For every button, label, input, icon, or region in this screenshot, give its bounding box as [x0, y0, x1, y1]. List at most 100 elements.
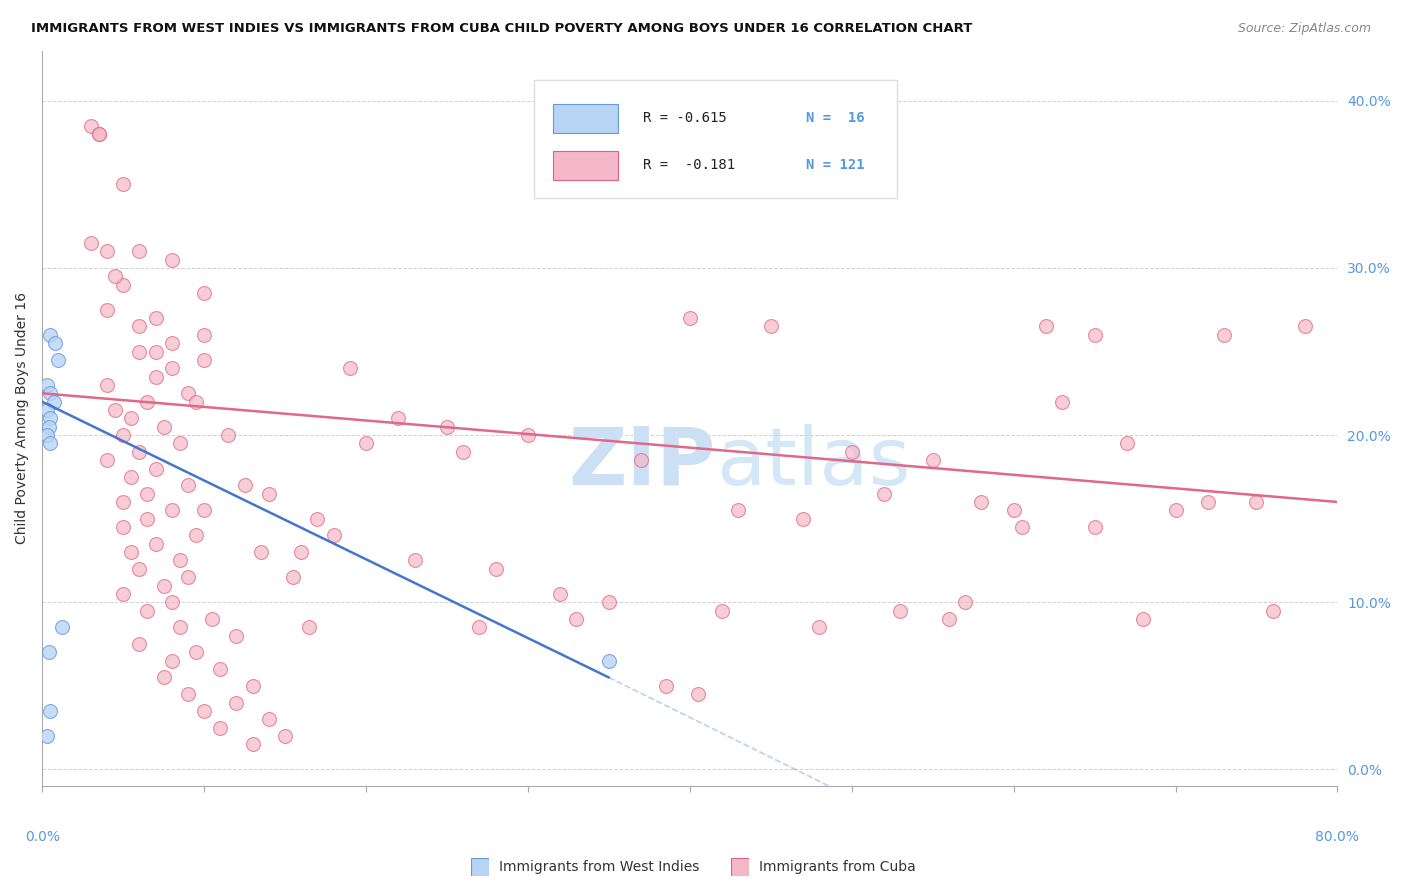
Point [686, 687, 709, 701]
Text: ZIP: ZIP [568, 424, 716, 501]
Text: 0.0%: 0.0% [25, 830, 59, 844]
Point [160, 336, 183, 351]
Point [39, 386, 62, 401]
Point [322, 528, 344, 542]
Point [128, 319, 150, 334]
Text: 80.0%: 80.0% [1316, 830, 1360, 844]
Point [39, 436, 62, 450]
Point [233, 478, 256, 492]
Point [152, 578, 174, 592]
Point [96, 378, 118, 392]
Point [1213, 327, 1236, 342]
Point [889, 604, 911, 618]
Point [921, 453, 943, 467]
Point [193, 286, 215, 301]
Y-axis label: Child Poverty Among Boys Under 16: Child Poverty Among Boys Under 16 [15, 293, 30, 544]
Point [128, 344, 150, 359]
Point [145, 537, 167, 551]
Point [565, 612, 588, 626]
Point [516, 428, 538, 442]
Point [654, 679, 676, 693]
Point [184, 645, 207, 659]
Point [841, 445, 863, 459]
Text: IMMIGRANTS FROM WEST INDIES VS IMMIGRANTS FROM CUBA CHILD POVERTY AMONG BOYS UND: IMMIGRANTS FROM WEST INDIES VS IMMIGRANT… [31, 22, 973, 36]
Point [120, 545, 142, 559]
Point [436, 419, 458, 434]
Text: Source: ZipAtlas.com: Source: ZipAtlas.com [1237, 22, 1371, 36]
Point [1083, 327, 1105, 342]
Point [128, 244, 150, 259]
Point [1164, 503, 1187, 517]
Point [112, 178, 135, 192]
Point [339, 361, 361, 376]
Point [711, 604, 734, 618]
Point [630, 453, 652, 467]
Point [242, 737, 264, 751]
Point [387, 411, 409, 425]
Point [873, 486, 896, 500]
Point [128, 637, 150, 651]
Point [1197, 495, 1219, 509]
Point [177, 687, 200, 701]
Point [1002, 503, 1025, 517]
Point [112, 495, 135, 509]
Point [160, 252, 183, 267]
Point [44, 336, 66, 351]
Point [169, 553, 191, 567]
Text: atlas: atlas [716, 424, 910, 501]
Point [136, 486, 159, 500]
Point [938, 612, 960, 626]
Point [193, 704, 215, 718]
Point [112, 277, 135, 292]
Point [354, 436, 377, 450]
Point [792, 511, 814, 525]
Point [548, 587, 571, 601]
Point [808, 620, 831, 634]
Point [468, 620, 491, 634]
Point [201, 612, 224, 626]
Point [184, 394, 207, 409]
Point [38, 419, 60, 434]
Point [177, 386, 200, 401]
Point [225, 629, 247, 643]
Point [51, 620, 73, 634]
Point [145, 344, 167, 359]
Point [136, 511, 159, 525]
Point [39, 327, 62, 342]
Point [1083, 520, 1105, 534]
Point [96, 302, 118, 317]
Point [298, 620, 321, 634]
Point [727, 503, 749, 517]
Point [35, 378, 58, 392]
Point [104, 403, 127, 417]
Point [39, 704, 62, 718]
Point [96, 453, 118, 467]
Point [1246, 495, 1268, 509]
Point [136, 394, 159, 409]
Point [48, 352, 70, 367]
Point [484, 562, 506, 576]
Point [112, 587, 135, 601]
Point [35, 403, 58, 417]
Point [177, 478, 200, 492]
Point [160, 361, 183, 376]
Point [104, 269, 127, 284]
Point [1294, 319, 1316, 334]
Point [35, 428, 58, 442]
Point [1261, 604, 1284, 618]
Point [217, 428, 239, 442]
Point [307, 511, 329, 525]
Point [39, 411, 62, 425]
Point [225, 696, 247, 710]
Point [281, 570, 304, 584]
Point [257, 486, 280, 500]
Point [1035, 319, 1057, 334]
Point [120, 411, 142, 425]
Point [160, 503, 183, 517]
Point [42, 394, 65, 409]
Point [1116, 436, 1139, 450]
Point [193, 503, 215, 517]
Point [112, 428, 135, 442]
Point [404, 553, 426, 567]
Point [1050, 394, 1073, 409]
